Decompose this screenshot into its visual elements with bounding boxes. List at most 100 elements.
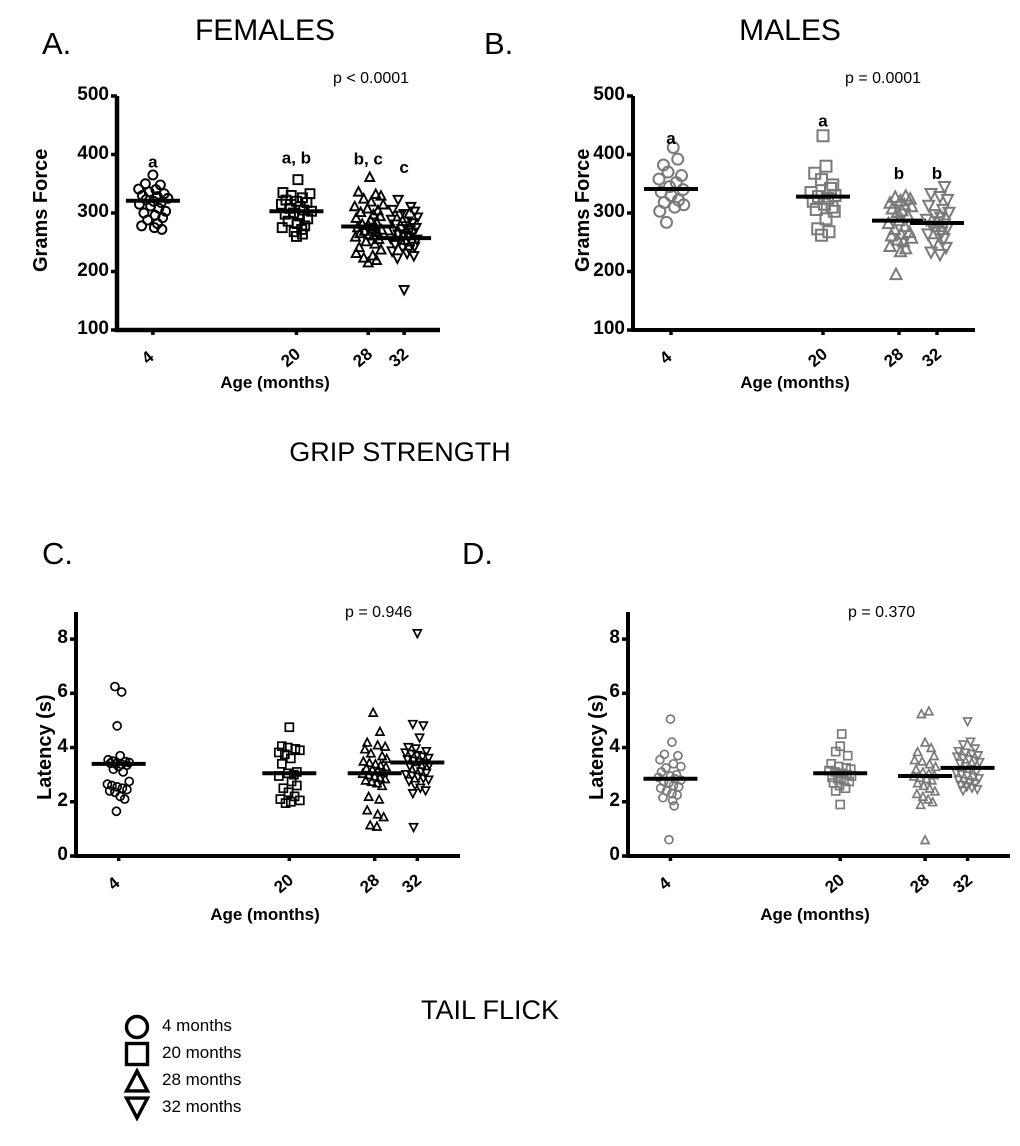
data-point-marker	[677, 198, 691, 212]
data-point-marker	[959, 748, 971, 759]
panel-c-ytick-2: 2	[57, 789, 68, 811]
panel-b-significance-letter-32: b	[932, 164, 942, 183]
data-point-marker	[394, 210, 407, 223]
panel-d-ytick-0: 0	[609, 844, 620, 865]
data-point-marker	[404, 225, 417, 237]
data-point-marker	[294, 795, 305, 806]
data-point-marker	[957, 753, 969, 765]
panel-a-significance-letter-4: a	[148, 152, 158, 171]
data-point-marker	[400, 770, 412, 781]
data-point-marker	[374, 242, 388, 255]
data-point-marker	[927, 796, 939, 807]
panel-b-letter: B.	[484, 26, 514, 61]
data-point-marker	[387, 226, 400, 239]
data-point-marker	[296, 228, 308, 240]
data-point-marker	[655, 754, 665, 765]
legend-item-4-months: 4 months	[120, 1014, 290, 1040]
legend-label-0: 4 months	[162, 1016, 232, 1035]
data-point-marker	[672, 790, 683, 800]
panel-a-significance-letter-28: b, c	[354, 149, 383, 168]
panel-b-pvalue: p = 0.0001	[845, 70, 922, 87]
data-point-marker	[104, 786, 115, 796]
data-point-marker	[136, 220, 148, 232]
data-point-marker	[360, 774, 372, 785]
panel-b-ytick-300: 300	[593, 201, 625, 222]
data-point-marker	[372, 808, 384, 819]
data-point-marker	[350, 211, 363, 223]
data-point-marker	[375, 223, 388, 235]
panel-d-x-axis-label: Age (months)	[760, 905, 870, 924]
data-point-marker	[359, 234, 373, 247]
data-point-marker	[365, 747, 377, 758]
data-point-marker	[392, 194, 405, 207]
data-point-marker	[124, 1014, 150, 1040]
panel-b-significance-letter-20: a	[818, 111, 828, 130]
data-point-marker	[911, 788, 923, 799]
data-point-marker	[923, 246, 939, 261]
data-point-marker	[362, 255, 375, 268]
data-point-marker	[377, 197, 390, 210]
data-point-marker	[378, 811, 390, 822]
data-point-marker	[273, 747, 284, 758]
data-point-marker	[667, 788, 677, 799]
legend-item-28-months: 28 months	[120, 1067, 290, 1093]
data-point-marker	[369, 187, 382, 199]
data-point-marker	[374, 725, 386, 736]
data-point-marker	[888, 266, 904, 281]
panel-c-ytick-4: 4	[57, 735, 68, 757]
data-point-marker	[882, 238, 898, 252]
panel-b-title: MALES	[739, 14, 841, 47]
data-point-marker	[668, 200, 682, 214]
panel-d-ytick-8: 8	[609, 627, 620, 649]
panel-a-letter: A.	[42, 26, 72, 61]
data-point-marker	[361, 736, 373, 747]
panel-c-pvalue: p = 0.946	[345, 604, 413, 621]
data-point-marker	[361, 804, 373, 815]
data-point-marker	[957, 740, 969, 751]
data-point-marker	[294, 745, 305, 756]
data-point-marker	[953, 746, 964, 758]
data-point-marker	[827, 204, 841, 218]
data-point-marker	[972, 751, 984, 762]
data-point-marker	[391, 253, 404, 265]
data-point-marker	[653, 204, 667, 218]
data-point-marker	[659, 749, 670, 760]
data-point-marker	[358, 224, 371, 236]
data-point-marker	[971, 784, 983, 796]
data-point-marker	[348, 199, 361, 212]
data-point-marker	[965, 737, 976, 748]
data-point-marker	[665, 714, 676, 724]
panel-b-significance-letter-28: b	[894, 164, 904, 183]
data-point-marker	[969, 744, 981, 755]
data-point-marker	[376, 750, 388, 761]
data-point-marker	[658, 792, 668, 803]
data-point-marker	[963, 755, 975, 766]
data-point-marker	[365, 194, 378, 207]
data-point-marker	[405, 749, 417, 760]
data-point-marker	[932, 230, 947, 244]
data-point-marker	[936, 233, 951, 247]
section-title-1: TAIL FLICK	[420, 995, 560, 1025]
section-title-0: GRIP STRENGTH	[289, 437, 511, 467]
panel-a-pvalue: p < 0.0001	[333, 70, 410, 87]
panel-a-significance-letter-32: c	[399, 158, 408, 177]
data-point-marker	[830, 786, 841, 796]
data-point-marker	[926, 774, 938, 785]
data-point-marker	[840, 783, 851, 794]
data-point-marker	[379, 740, 391, 751]
data-point-marker	[816, 129, 830, 143]
data-point-marker	[919, 736, 931, 747]
data-point-marker	[368, 237, 382, 249]
data-point-marker	[830, 746, 841, 757]
data-point-marker	[389, 239, 402, 252]
data-point-marker	[402, 755, 413, 766]
legend-label-1: 20 months	[162, 1043, 242, 1062]
panel-a-x-axis-label: Age (months)	[220, 373, 330, 392]
data-point-marker	[923, 705, 935, 716]
panel-d-ytick-4: 4	[609, 735, 620, 757]
